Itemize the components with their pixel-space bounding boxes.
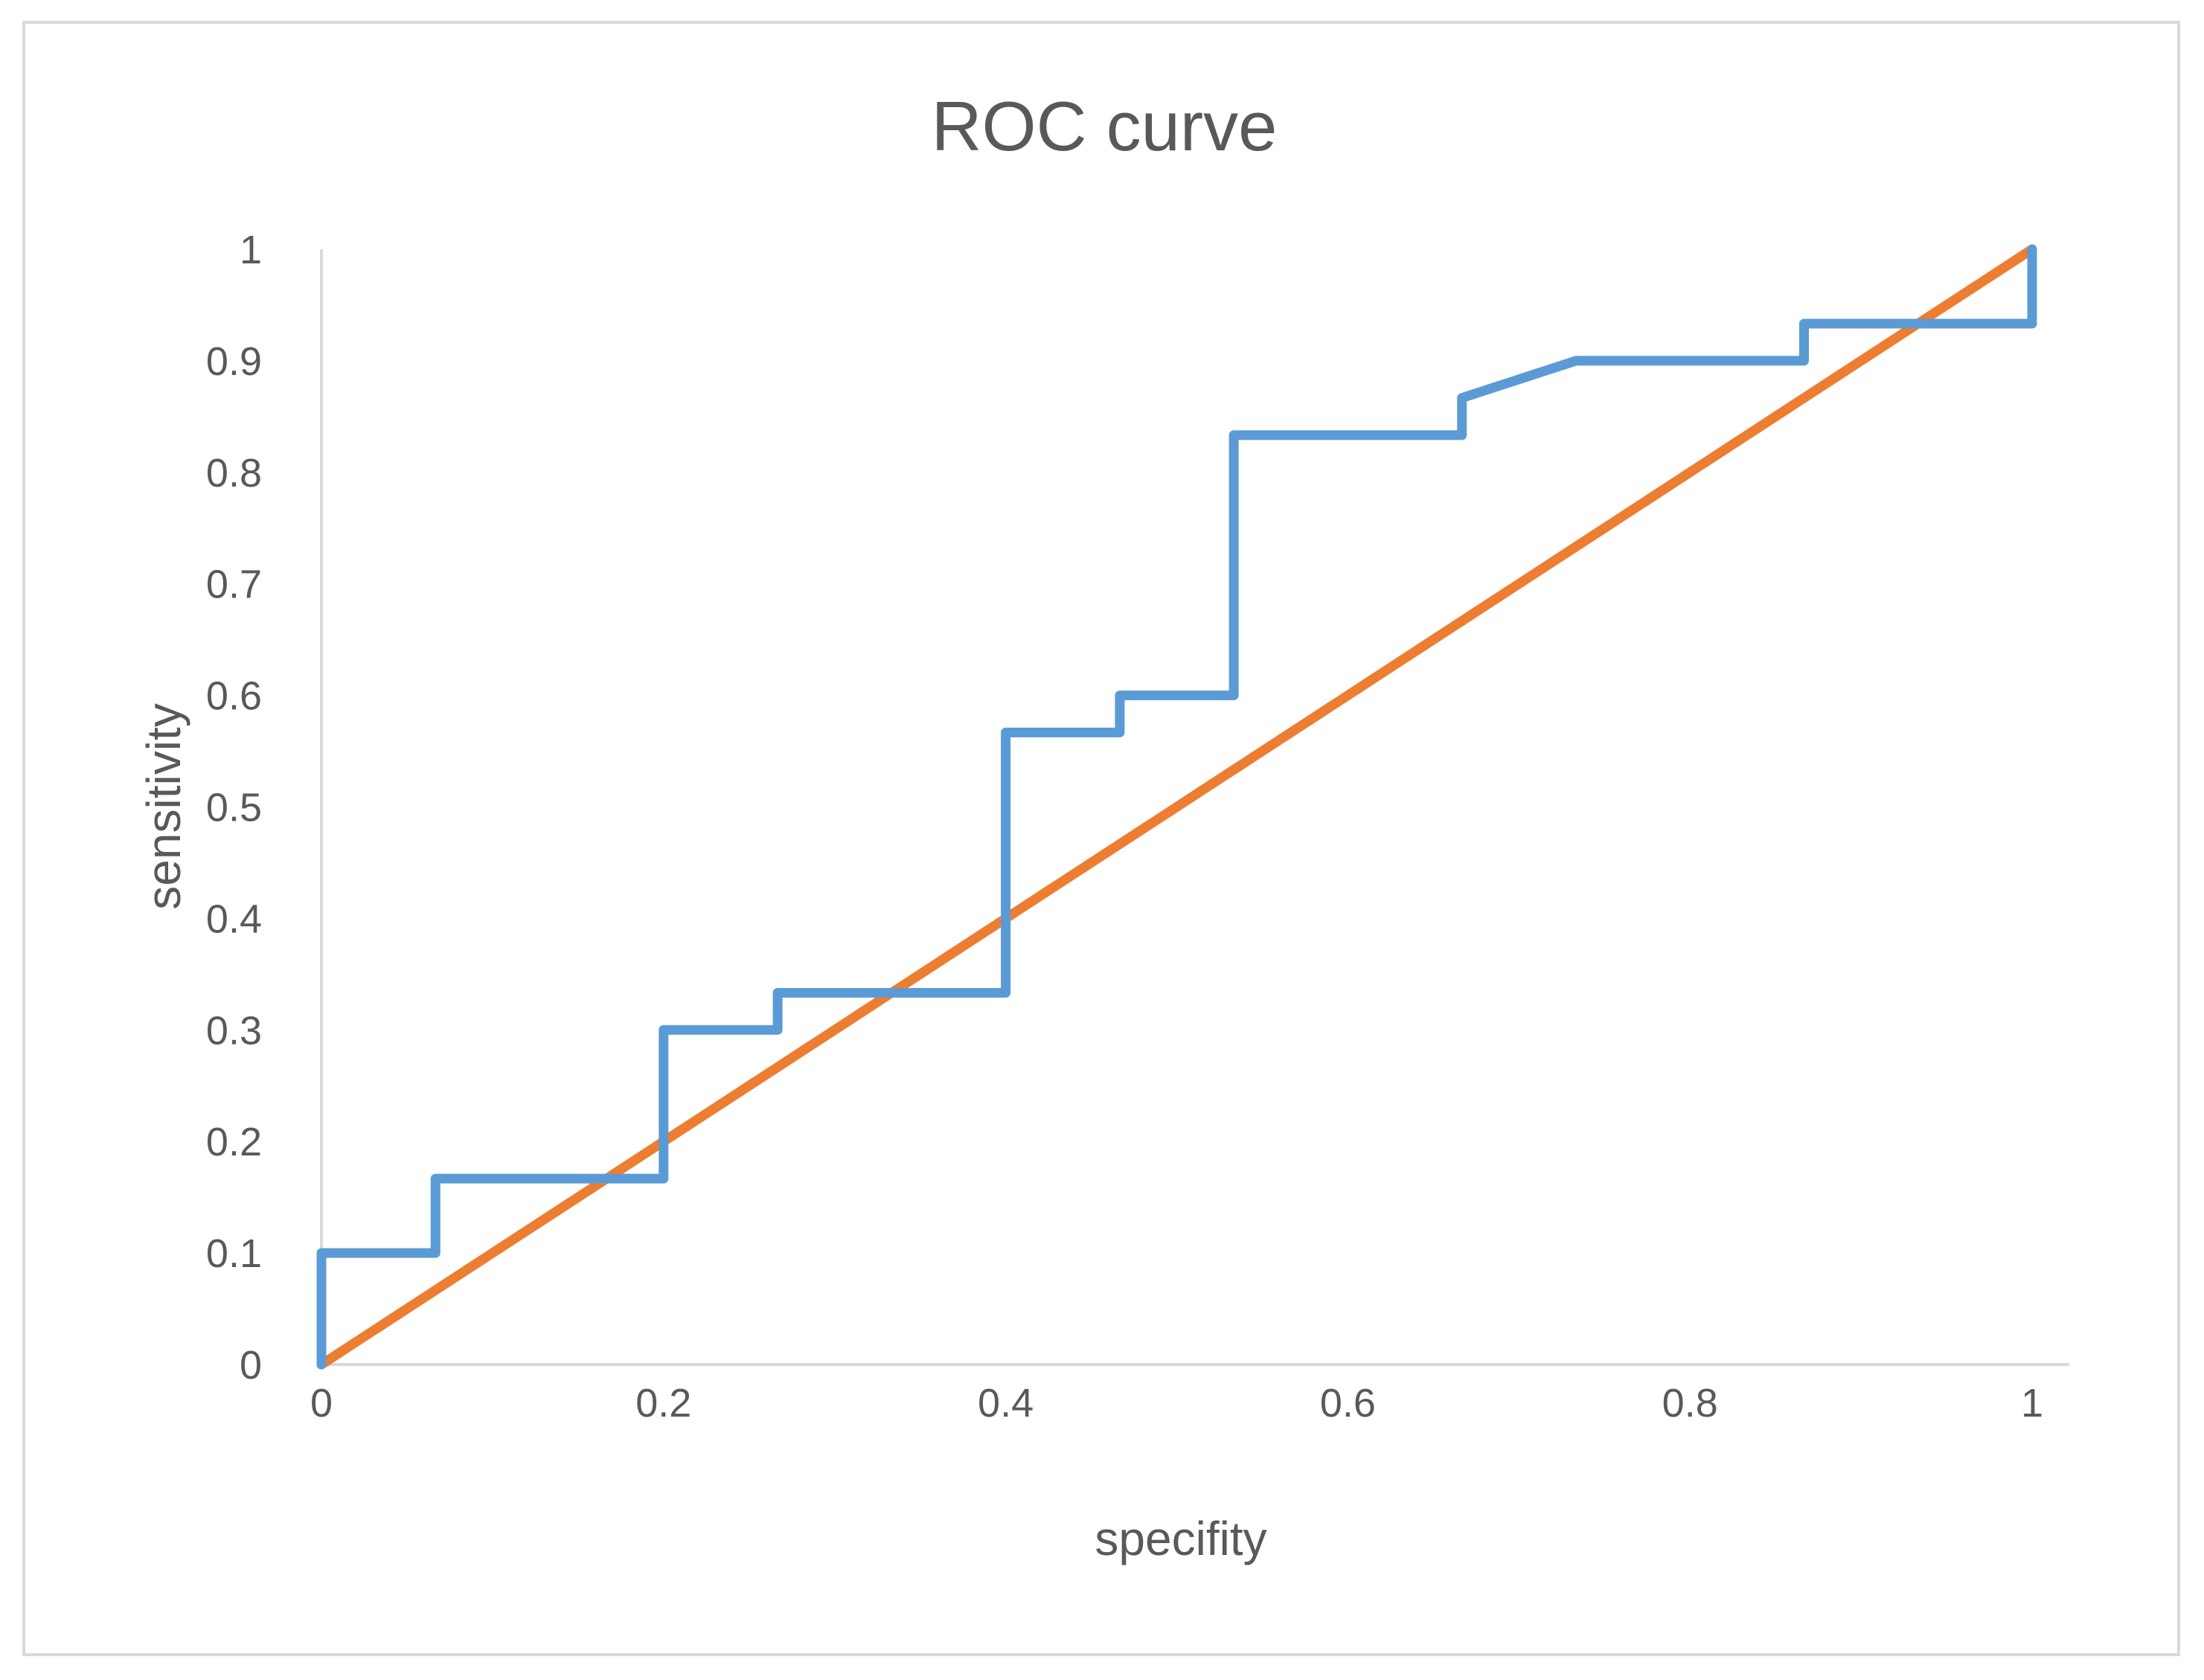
x-tick-label: 0.2 — [635, 1381, 691, 1426]
roc-chart: ROC curve 00.10.20.30.40.50.60.70.80.91 … — [137, 87, 2069, 1565]
x-tick-label: 0.6 — [1320, 1381, 1376, 1426]
series-line-reference — [316, 244, 2037, 1370]
y-tick-label: 0.2 — [206, 1120, 262, 1164]
y-axis-title: sensitivity — [137, 703, 190, 909]
y-tick-label: 0.9 — [206, 339, 262, 384]
x-tick-label: 0.4 — [978, 1381, 1034, 1426]
x-tick-label: 0.8 — [1662, 1381, 1718, 1426]
series-line-roc — [316, 244, 2037, 1370]
y-tick-label: 0.6 — [206, 674, 262, 719]
y-tick-label: 1 — [240, 228, 262, 272]
chart-title: ROC curve — [932, 87, 1278, 165]
y-tick-label: 0.1 — [206, 1231, 262, 1276]
x-tick-label: 1 — [2021, 1381, 2043, 1426]
y-tick-label: 0.4 — [206, 897, 262, 941]
x-tick-labels: 0 0.2 0.4 0.6 0.8 1 — [310, 1381, 2043, 1426]
y-tick-label: 0.8 — [206, 451, 262, 496]
y-tick-label: 0 — [240, 1343, 262, 1388]
chart-frame: ROC curve 0 0.1 0.2 0.3 0.4 0.5 0.6 0.7 0.8 0.9 1 … — [22, 21, 2180, 1656]
y-tick-label: 0.5 — [206, 786, 262, 830]
x-axis-title: specifity — [1095, 1512, 1266, 1565]
y-tick-labels: 0 0.1 0.2 0.3 0.4 0.5 0.6 0.7 0.8 0.9 1 — [206, 228, 262, 1388]
x-tick-label: 0 — [310, 1381, 333, 1426]
y-tick-label: 0.3 — [206, 1008, 262, 1053]
y-tick-label: 0.7 — [206, 562, 262, 607]
series-layer — [316, 244, 2037, 1370]
